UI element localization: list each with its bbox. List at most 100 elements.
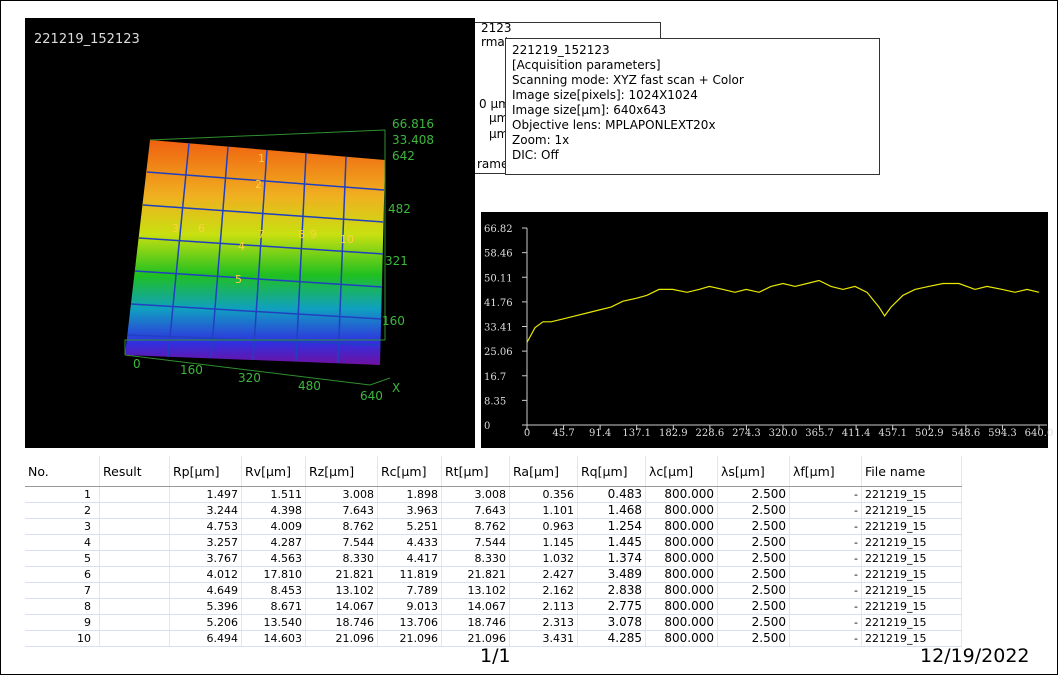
results-table: No.ResultRp[µm]Rv[µm]Rz[µm]Rc[µm]Rt[µm]R…: [25, 456, 962, 647]
column-header: Rt[µm]: [442, 456, 510, 487]
table-cell: 0.963: [510, 519, 578, 535]
x-tick-label: 228.6: [696, 428, 725, 439]
table-cell: 9.013: [378, 599, 442, 615]
x-tick-label: 182.9: [659, 428, 688, 439]
tooltip-line: Objective lens: MPLAPONLEXT20x: [512, 118, 873, 133]
column-header: λc[µm]: [646, 456, 718, 487]
table-cell: 800.000: [646, 631, 718, 647]
table-cell: 800.000: [646, 599, 718, 615]
table-cell: 18.746: [306, 615, 378, 631]
table-cell: 5.206: [170, 615, 242, 631]
table-cell: -: [790, 631, 862, 647]
table-cell: 5: [25, 551, 100, 567]
table-row: 95.20613.54018.74613.70618.7462.3133.078…: [25, 615, 962, 631]
table-cell: 4.287: [242, 535, 306, 551]
y-label: 321: [385, 254, 408, 268]
table-cell: 5.251: [378, 519, 442, 535]
x-tick-label: 365.7: [805, 428, 834, 439]
table-cell: 221219_15: [862, 535, 962, 551]
table-cell: 3.244: [170, 503, 242, 519]
tooltip-line: Image size[pixels]: 1024X1024: [512, 88, 873, 103]
table-cell: 2.427: [510, 567, 578, 583]
y-tick-label: 66.82: [484, 224, 513, 235]
table-cell: 800.000: [646, 567, 718, 583]
column-header: No.: [25, 456, 100, 487]
table-cell: 7.544: [306, 535, 378, 551]
table-cell: 1.101: [510, 503, 578, 519]
y-tick-label: 0: [484, 421, 490, 432]
profile-mark: 10: [340, 233, 354, 246]
table-cell: 2.500: [718, 551, 790, 567]
column-header: λf[µm]: [790, 456, 862, 487]
table-cell: 2.113: [510, 599, 578, 615]
y-tick-label: 50.11: [484, 273, 513, 284]
table-cell: 4.433: [378, 535, 442, 551]
column-header: Rv[µm]: [242, 456, 306, 487]
table-cell: 221219_15: [862, 583, 962, 599]
table-cell: 7: [25, 583, 100, 599]
x-label: 480: [298, 379, 321, 393]
table-cell: 3.489: [578, 567, 646, 583]
y-label: 482: [388, 202, 411, 216]
table-cell: 11.819: [378, 567, 442, 583]
y-tick-label: 16.7: [484, 372, 506, 383]
table-cell: -: [790, 615, 862, 631]
table-cell: 6: [25, 567, 100, 583]
x-tick-label: 640.0: [1025, 428, 1054, 439]
table-cell: 6.494: [170, 631, 242, 647]
table-cell: 1.254: [578, 519, 646, 535]
table-cell: 8.762: [306, 519, 378, 535]
hidden-fragment: 2123: [481, 21, 512, 35]
profile-panel: [481, 212, 1048, 448]
x-label: 0: [133, 357, 141, 371]
table-cell: -: [790, 487, 862, 503]
table-cell: 3.963: [378, 503, 442, 519]
table-cell: 221219_15: [862, 487, 962, 503]
profile-mark: 9: [310, 228, 317, 241]
table-cell: 3.078: [578, 615, 646, 631]
table-cell: 1.898: [378, 487, 442, 503]
column-header: λs[µm]: [718, 456, 790, 487]
table-cell: 3.008: [306, 487, 378, 503]
y-tick-label: 41.76: [484, 298, 513, 309]
table-cell: 2.838: [578, 583, 646, 599]
table-cell: 1.445: [578, 535, 646, 551]
table-cell: 2.500: [718, 583, 790, 599]
table-cell: 800.000: [646, 583, 718, 599]
table-cell: 4.009: [242, 519, 306, 535]
table-cell: 2.775: [578, 599, 646, 615]
table-cell: 7.789: [378, 583, 442, 599]
page-number: 1/1: [480, 645, 511, 667]
column-header: Rp[µm]: [170, 456, 242, 487]
table-cell: 14.067: [442, 599, 510, 615]
table-cell: 13.706: [378, 615, 442, 631]
table-cell: 4.649: [170, 583, 242, 599]
result-cell: [100, 583, 170, 599]
result-cell: [100, 599, 170, 615]
table-cell: 800.000: [646, 535, 718, 551]
table-cell: 4.753: [170, 519, 242, 535]
profile-mark: 2: [255, 178, 262, 191]
x-tick-label: 548.6: [952, 428, 981, 439]
table-cell: 2.500: [718, 615, 790, 631]
profile-mark: 5: [235, 273, 242, 286]
column-header: Rc[µm]: [378, 456, 442, 487]
profile-mark: 1: [258, 152, 265, 165]
table-cell: 221219_15: [862, 551, 962, 567]
table-cell: 2.500: [718, 487, 790, 503]
z-label: 66.816: [392, 117, 434, 131]
tooltip-line: Zoom: 1x: [512, 133, 873, 148]
table-cell: 5.396: [170, 599, 242, 615]
tooltip-line: DIC: Off: [512, 148, 873, 163]
table-cell: 8.762: [442, 519, 510, 535]
table-cell: 14.603: [242, 631, 306, 647]
table-cell: 4: [25, 535, 100, 551]
result-cell: [100, 631, 170, 647]
table-cell: 800.000: [646, 615, 718, 631]
table-cell: 13.540: [242, 615, 306, 631]
table-cell: 13.102: [442, 583, 510, 599]
header-row: No.ResultRp[µm]Rv[µm]Rz[µm]Rc[µm]Rt[µm]R…: [25, 456, 962, 487]
table-cell: -: [790, 503, 862, 519]
